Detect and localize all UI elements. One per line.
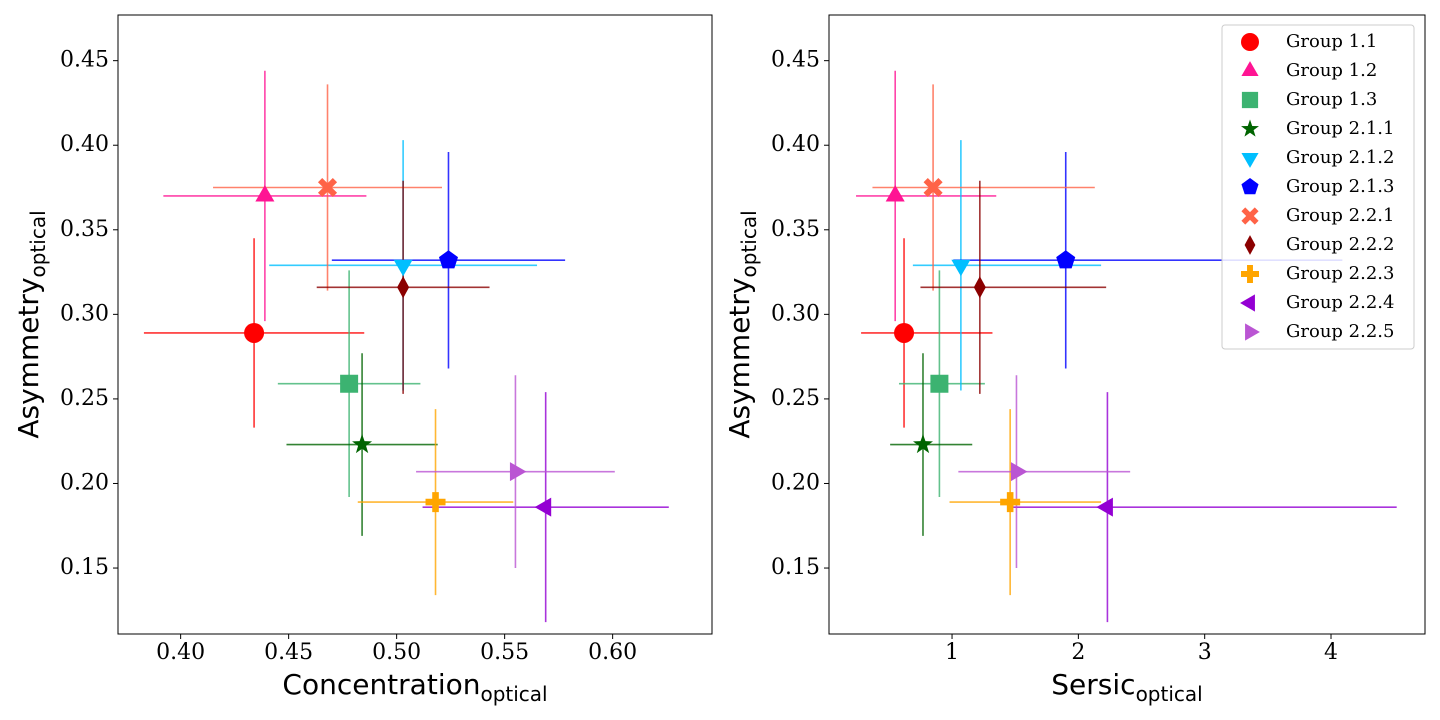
x-axis-label: Sersicoptical: [1051, 668, 1202, 706]
point: [534, 497, 552, 517]
y-tick-label: 0.45: [771, 48, 820, 73]
legend-marker: [1241, 153, 1259, 168]
y-tick-label: 0.40: [60, 132, 109, 157]
point: [951, 259, 971, 277]
legend-label: Group 2.1.2: [1286, 147, 1394, 168]
x-axis-label-text: Concentration: [282, 668, 480, 701]
x-tick-label: 1: [945, 640, 959, 665]
legend-label: Group 2.2.4: [1286, 292, 1394, 313]
legend-label: Group 2.2.2: [1286, 234, 1394, 255]
point: [244, 322, 265, 343]
legend-label: Group 1.2: [1286, 60, 1377, 81]
y-tick-label: 0.20: [771, 470, 820, 495]
plot-frame: [828, 14, 1426, 635]
x-tick-label: 0.60: [588, 640, 637, 665]
point: [425, 492, 446, 513]
x-tick-label: 3: [1198, 640, 1212, 665]
legend-marker: [1241, 33, 1259, 51]
legend-label: Group 1.1: [1286, 31, 1377, 52]
point: [317, 177, 338, 198]
legend-marker: [1241, 91, 1259, 109]
legend-label: Group 2.2.1: [1286, 205, 1394, 226]
y-axis-label-subscript: optical: [737, 210, 761, 277]
point: [1096, 497, 1113, 517]
point: [340, 374, 359, 393]
legend-marker: [1241, 207, 1259, 225]
point: [930, 374, 949, 393]
y-tick-label: 0.35: [771, 217, 820, 242]
plot-frame: [117, 14, 713, 635]
y-axis-label-subscript: optical: [26, 210, 50, 277]
y-tick-label: 0.15: [60, 555, 109, 580]
legend-marker: [1241, 61, 1259, 76]
point: [393, 259, 413, 277]
y-tick-label: 0.30: [771, 301, 820, 326]
point: [923, 177, 943, 198]
x-axis-label: Concentrationoptical: [282, 668, 547, 706]
point: [1010, 462, 1028, 482]
legend-marker: [1241, 178, 1259, 195]
y-tick-label: 0.25: [771, 386, 820, 411]
y-tick-label: 0.45: [60, 48, 109, 73]
point: [973, 276, 986, 299]
y-tick-label: 0.40: [771, 132, 820, 157]
legend-label: Group 2.2.5: [1286, 321, 1394, 342]
legend-label: Group 2.1.1: [1286, 118, 1394, 139]
point: [1056, 250, 1076, 269]
legend-label: Group 1.3: [1286, 89, 1377, 110]
legend-marker: [1240, 294, 1255, 312]
point: [1000, 492, 1021, 513]
legend-marker: [1244, 235, 1256, 255]
y-axis-label: Asymmetryoptical: [12, 210, 50, 438]
legend-marker: [1241, 265, 1259, 283]
x-tick-label: 0.50: [372, 640, 421, 665]
x-tick-label: 2: [1071, 640, 1085, 665]
point: [912, 434, 933, 454]
x-tick-label: 0.55: [480, 640, 529, 665]
x-axis-label-subscript: optical: [1136, 682, 1203, 706]
point: [438, 250, 458, 269]
legend-label: Group 2.2.3: [1286, 263, 1394, 284]
point: [885, 184, 905, 202]
point: [255, 184, 275, 202]
y-tick-label: 0.15: [771, 555, 820, 580]
point: [397, 276, 410, 299]
y-axis-label-text: Asymmetry: [12, 277, 45, 438]
legend-marker: [1245, 323, 1260, 341]
point: [894, 322, 915, 343]
y-tick-label: 0.25: [60, 386, 109, 411]
y-axis-label-text: Asymmetry: [723, 277, 756, 438]
legend-box: [1221, 24, 1415, 350]
x-tick-label: 0.40: [156, 640, 205, 665]
y-tick-label: 0.30: [60, 301, 109, 326]
point: [352, 434, 373, 454]
legend-label: Group 2.1.3: [1286, 176, 1394, 197]
point: [509, 462, 527, 482]
x-axis-label-subscript: optical: [480, 682, 547, 706]
x-axis-label-text: Sersic: [1051, 668, 1135, 701]
y-tick-label: 0.35: [60, 217, 109, 242]
y-axis-label: Asymmetryoptical: [723, 210, 761, 438]
x-tick-label: 0.45: [264, 640, 313, 665]
y-tick-label: 0.20: [60, 470, 109, 495]
x-tick-label: 4: [1324, 640, 1338, 665]
legend-marker: [1241, 119, 1259, 137]
